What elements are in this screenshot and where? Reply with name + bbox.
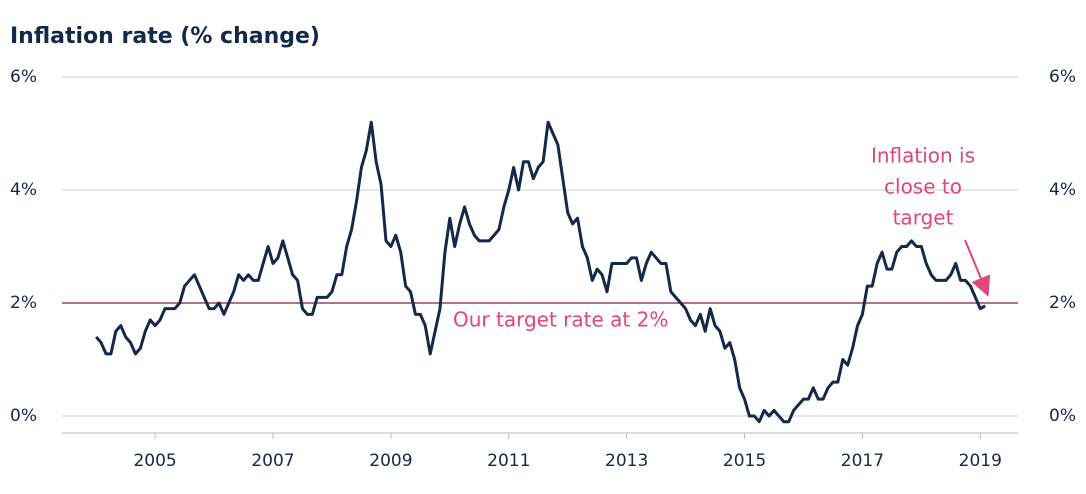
chart-title: Inflation rate (% change) (10, 24, 320, 49)
x-tick-label: 2017 (841, 451, 884, 471)
y-tick-label: 6% (10, 67, 37, 87)
x-tick-label: 2009 (369, 451, 412, 471)
y-tick-label: 4% (10, 180, 37, 200)
annotation: Inflation is (871, 144, 975, 168)
annotation: close to (884, 175, 962, 199)
line-series (95, 120, 986, 424)
y-tick-label: 2% (10, 293, 37, 313)
annotation-arrow (964, 239, 991, 297)
target-label: Our target rate at 2% (453, 308, 668, 332)
x-tick-label: 2013 (605, 451, 648, 471)
y2-tick-label: 2% (1049, 293, 1076, 313)
y2-tick-label: 0% (1049, 406, 1076, 426)
x-tick-label: 2011 (487, 451, 530, 471)
annotation: target (893, 206, 954, 230)
x-tick-label: 2007 (251, 451, 294, 471)
y2-tick-label: 6% (1049, 67, 1076, 87)
x-tick-label: 2015 (723, 451, 766, 471)
x-tick-label: 2019 (959, 451, 1002, 471)
y2-tick-label: 4% (1049, 180, 1076, 200)
x-tick-label: 2005 (133, 451, 176, 471)
y-tick-label: 0% (10, 406, 37, 426)
